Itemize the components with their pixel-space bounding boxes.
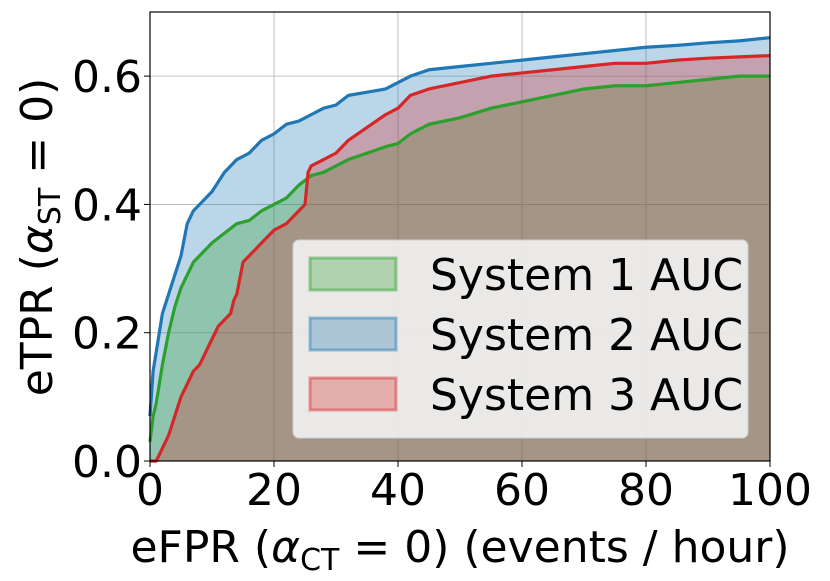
plot-frame xyxy=(149,11,771,462)
tick-labels: 0 20 40 60 80 100 0.0 0.2 0.4 0.6 xyxy=(72,52,812,516)
series-lines xyxy=(148,36,771,463)
x-tick-label: 20 xyxy=(246,465,302,516)
legend-swatch xyxy=(308,316,398,352)
y-axis-label: eTPR (αST = 0) xyxy=(12,78,68,397)
legend-label: System 1 AUC xyxy=(430,250,743,301)
legend-swatch xyxy=(308,256,398,292)
x-tick-label: 80 xyxy=(618,465,674,516)
x-tick-label: 40 xyxy=(370,465,426,516)
y-tick-label: 0.0 xyxy=(72,437,142,488)
legend: System 1 AUC System 2 AUC System 3 AUC xyxy=(292,239,749,439)
legend-label: System 2 AUC xyxy=(430,310,743,361)
line-system-1-auc xyxy=(148,74,770,442)
y-tick-label: 0.4 xyxy=(72,180,142,231)
y-tick-label: 0.2 xyxy=(72,309,142,360)
x-tick-label: 60 xyxy=(494,465,550,516)
x-axis-label: eFPR (αCT = 0) (events / hour) xyxy=(130,522,789,578)
line-system-3-auc xyxy=(150,54,771,463)
x-tick-label: 0 xyxy=(136,465,164,516)
line-system-2-auc xyxy=(148,36,771,417)
x-tick-label: 100 xyxy=(728,465,812,516)
legend-swatch xyxy=(308,376,398,412)
legend-box xyxy=(292,239,749,439)
legend-label: System 3 AUC xyxy=(430,370,743,421)
y-tick-label: 0.6 xyxy=(72,52,142,103)
